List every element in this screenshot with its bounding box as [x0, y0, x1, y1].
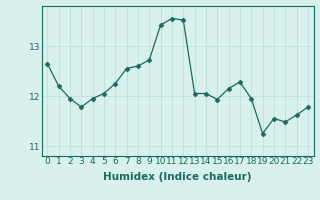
X-axis label: Humidex (Indice chaleur): Humidex (Indice chaleur)	[103, 172, 252, 182]
